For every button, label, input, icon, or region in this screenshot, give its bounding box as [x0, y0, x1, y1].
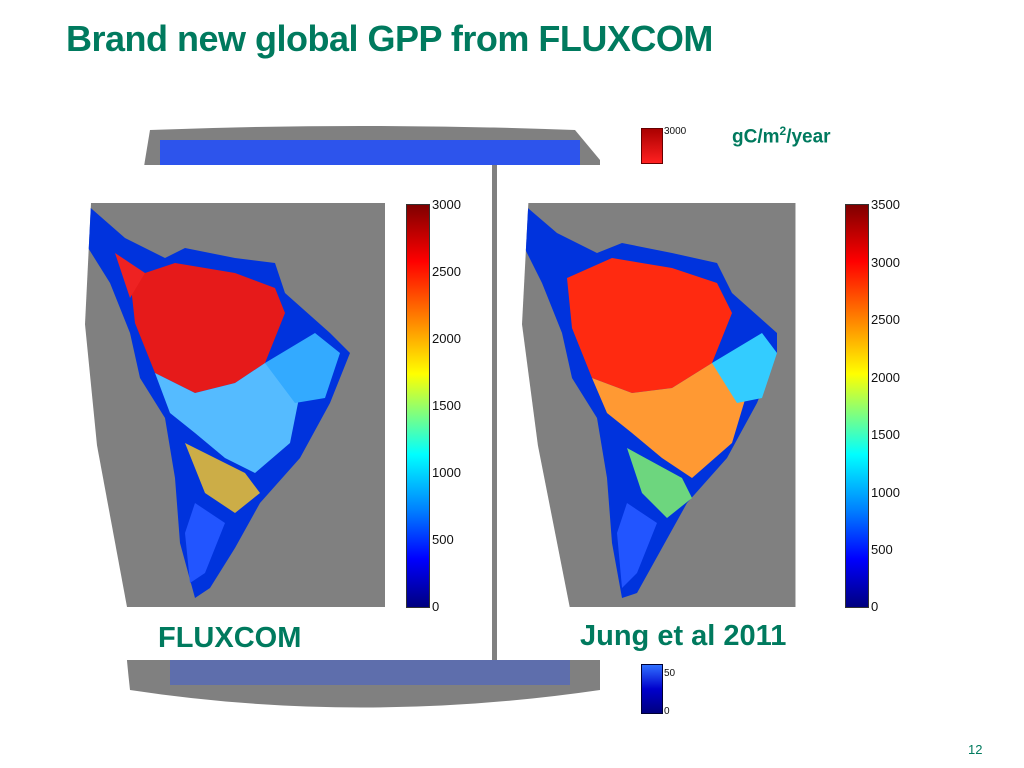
- jung-tick-2000: 2000: [871, 370, 900, 385]
- page-number: 12: [968, 742, 983, 757]
- fluxcom-tick-3000: 3000: [432, 197, 461, 212]
- jung-tick-3500: 3500: [871, 197, 900, 212]
- jung-tick-2500: 2500: [871, 312, 900, 327]
- background-colorbar-bottom: [641, 664, 663, 714]
- jung-tick-0: 0: [871, 599, 879, 614]
- background-colorbar-label-0: 0: [664, 706, 670, 717]
- fluxcom-caption: FLUXCOM: [158, 622, 302, 654]
- fluxcom-tick-1000: 1000: [432, 465, 461, 480]
- jung-tick-500: 500: [871, 542, 893, 557]
- slide-title: Brand new global GPP from FLUXCOM: [66, 18, 713, 59]
- fluxcom-colorbar: [406, 204, 430, 608]
- background-colorbar-label-50: 50: [664, 668, 676, 679]
- jung-colorbar: [845, 204, 869, 608]
- jung-tick-1500: 1500: [871, 427, 900, 442]
- jung-caption: Jung et al 2011: [580, 620, 787, 652]
- jung-tick-3000: 3000: [871, 255, 900, 270]
- unit-label: gC/m2/year: [732, 124, 831, 148]
- fluxcom-tick-0: 0: [432, 599, 440, 614]
- background-colorbar-top: [641, 128, 663, 164]
- background-colorbar-top-label: 3000: [664, 126, 687, 137]
- fluxcom-gpp-map: [85, 203, 385, 607]
- fluxcom-tick-1500: 1500: [432, 398, 461, 413]
- fluxcom-tick-500: 500: [432, 532, 454, 547]
- jung-gpp-map: [522, 203, 796, 607]
- fluxcom-tick-2000: 2000: [432, 331, 461, 346]
- fluxcom-tick-2500: 2500: [432, 264, 461, 279]
- jung-tick-1000: 1000: [871, 485, 900, 500]
